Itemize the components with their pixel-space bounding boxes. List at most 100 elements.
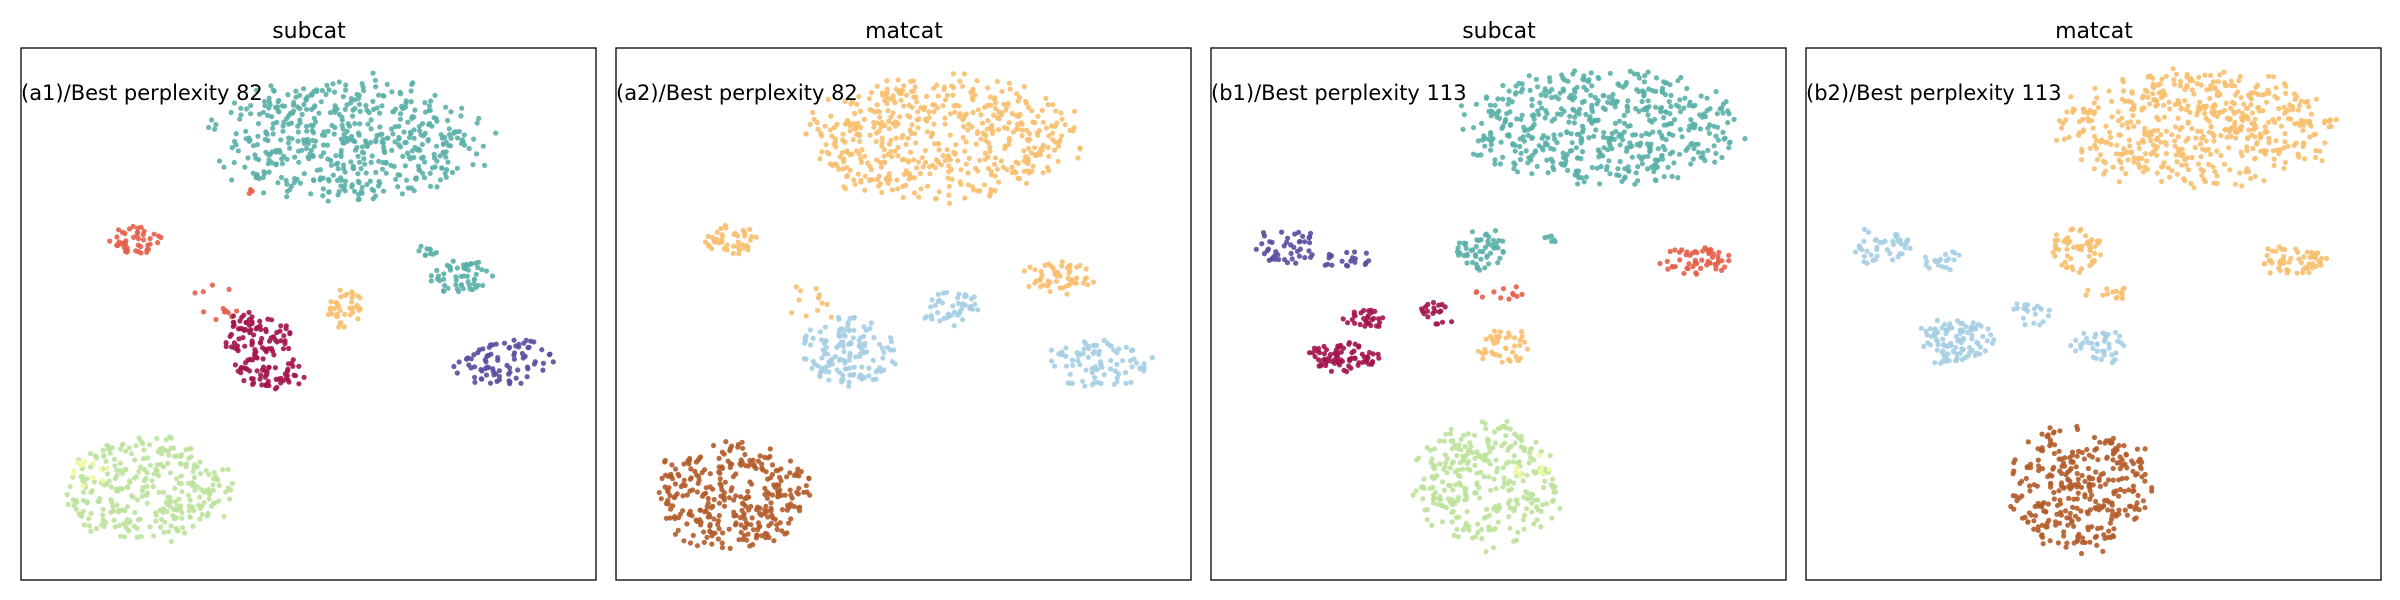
scatter-point xyxy=(65,501,71,507)
scatter-point xyxy=(1933,337,1939,343)
scatter-point xyxy=(928,304,934,310)
scatter-point xyxy=(2307,254,2313,260)
scatter-point xyxy=(1044,164,1051,170)
scatter-point xyxy=(951,309,958,315)
scatter-point xyxy=(411,154,417,161)
scatter-point xyxy=(1081,339,1087,345)
scatter-point xyxy=(2285,115,2291,122)
scatter-point xyxy=(1583,174,1590,180)
scatter-point xyxy=(2175,134,2181,140)
scatter-point xyxy=(245,155,251,161)
scatter-point xyxy=(1636,153,1642,159)
scatter-point xyxy=(2062,508,2069,514)
scatter-point xyxy=(209,117,215,123)
scatter-point xyxy=(2031,482,2037,488)
scatter-point xyxy=(471,276,477,282)
scatter-point xyxy=(669,462,675,468)
scatter-point xyxy=(841,357,847,364)
scatter-point xyxy=(2116,511,2122,517)
scatter-point xyxy=(1023,180,1030,186)
scatter-point xyxy=(221,513,227,520)
scatter-point xyxy=(472,374,478,380)
scatter-point xyxy=(905,159,911,165)
scatter-point xyxy=(905,135,911,141)
scatter-point xyxy=(364,181,370,188)
scatter-point xyxy=(2040,319,2046,325)
scatter-point xyxy=(1515,357,1521,363)
scatter-point xyxy=(446,264,452,270)
scatter-point xyxy=(1015,175,1021,181)
scatter-point xyxy=(1864,248,1870,254)
scatter-point xyxy=(2087,244,2093,250)
scatter-point xyxy=(134,497,141,503)
scatter-point xyxy=(895,77,901,83)
scatter-point xyxy=(223,343,229,350)
scatter-point xyxy=(187,497,193,503)
scatter-point xyxy=(1955,338,1961,344)
scatter-point xyxy=(112,524,118,530)
scatter-point xyxy=(1596,154,1602,160)
scatter-point xyxy=(1573,145,1579,151)
scatter-point xyxy=(116,227,122,233)
scatter-point xyxy=(2117,132,2123,138)
scatter-point xyxy=(1438,308,1444,314)
scatter-point xyxy=(270,87,276,93)
scatter-point xyxy=(428,278,434,284)
scatter-point xyxy=(460,262,467,268)
scatter-point xyxy=(958,167,964,173)
scatter-point xyxy=(936,141,942,147)
scatter-point xyxy=(2287,102,2293,108)
scatter-point xyxy=(1435,501,1441,508)
scatter-point xyxy=(932,164,939,171)
scatter-point xyxy=(506,371,512,377)
scatter-point xyxy=(2292,96,2298,102)
scatter-point xyxy=(1597,181,1603,187)
scatter-point xyxy=(684,521,690,527)
scatter-point xyxy=(348,96,354,102)
scatter-point xyxy=(2109,352,2115,358)
scatter-point xyxy=(147,442,153,448)
scatter-point xyxy=(1684,265,1690,271)
scatter-point xyxy=(1057,137,1063,144)
scatter-point xyxy=(1584,87,1590,93)
scatter-point xyxy=(2106,88,2112,94)
scatter-point xyxy=(1471,432,1478,438)
scatter-point xyxy=(122,534,128,540)
scatter-point xyxy=(2253,84,2259,90)
scatter-point xyxy=(895,144,901,150)
scatter-point xyxy=(124,504,131,510)
scatter-point xyxy=(715,536,722,542)
scatter-point xyxy=(1467,467,1473,473)
scatter-point xyxy=(723,439,729,445)
scatter-point xyxy=(334,177,341,183)
scatter-point xyxy=(2282,159,2288,166)
scatter-point xyxy=(355,96,361,102)
scatter-point xyxy=(1015,160,1021,166)
scatter-point xyxy=(990,112,997,118)
scatter-point xyxy=(2191,91,2197,97)
scatter-point xyxy=(724,242,730,248)
scatter-point xyxy=(2246,127,2252,133)
scatter-point xyxy=(807,121,813,127)
scatter-point xyxy=(1497,329,1503,335)
scatter-point xyxy=(1500,249,1506,255)
scatter-point xyxy=(123,448,129,454)
scatter-point xyxy=(100,517,106,523)
scatter-point xyxy=(730,250,736,256)
scatter-point xyxy=(1946,256,1952,262)
scatter-point xyxy=(110,508,116,514)
scatter-point xyxy=(284,116,290,122)
scatter-point xyxy=(2269,248,2276,254)
scatter-point xyxy=(1519,438,1525,444)
scatter-point xyxy=(2092,250,2098,256)
scatter-point xyxy=(334,300,340,306)
scatter-point xyxy=(1356,344,1362,350)
scatter-point xyxy=(273,376,279,382)
scatter-point xyxy=(192,290,198,296)
scatter-point xyxy=(2058,512,2064,518)
scatter-point xyxy=(1667,248,1673,255)
scatter-point xyxy=(2085,287,2091,293)
scatter-point xyxy=(2041,508,2047,514)
scatter-point xyxy=(1511,538,1517,544)
scatter-point xyxy=(377,124,383,130)
